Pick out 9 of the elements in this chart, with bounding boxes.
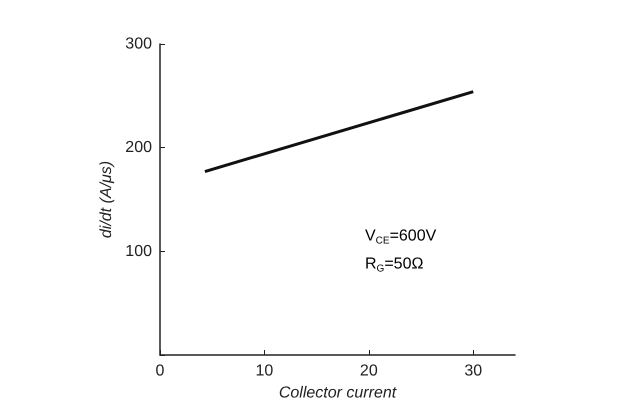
y-tick-label: 200 [125, 139, 152, 156]
x-tick-label: 30 [464, 362, 482, 380]
x-axis-title: Collector current [278, 384, 397, 402]
x-tick-label: 0 [156, 362, 165, 380]
y-axis-title: di/dt (A/μs) [98, 160, 115, 238]
y-tick-label: 100 [125, 242, 152, 260]
x-tick-label: 20 [360, 362, 378, 380]
y-tick-label: 300 [125, 36, 152, 52]
x-tick-label: 10 [256, 362, 274, 380]
